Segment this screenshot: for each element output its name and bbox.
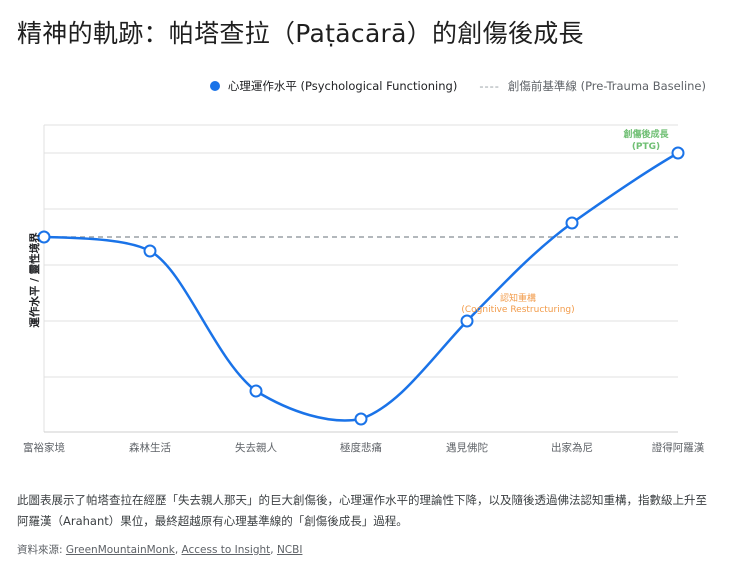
source-prefix: 資料來源:	[17, 544, 66, 556]
point-4[interactable]	[460, 314, 474, 328]
x-label: 失去親人	[235, 441, 277, 454]
separator: ,	[174, 544, 182, 556]
x-label: 森林生活	[129, 441, 171, 454]
point-0[interactable]	[37, 230, 51, 244]
chart-title: 精神的軌跡：帕塔查拉（Paṭācārā）的創傷後成長	[17, 19, 584, 48]
annotation-ptg-sub: (PTG)	[632, 142, 660, 152]
point-2[interactable]	[249, 384, 263, 398]
separator: ,	[270, 544, 277, 556]
x-label: 遇見佛陀	[446, 441, 488, 454]
chart-description: 此圖表展示了帕塔查拉在經歷「失去親人那天」的巨大創傷後，心理運作水平的理論性下降…	[17, 493, 707, 528]
x-axis-labels: 富裕家境 森林生活 失去親人 極度悲痛 遇見佛陀 出家為尼 證得阿羅漢	[23, 441, 705, 454]
y-axis-label: 運作水平 / 靈性境界	[28, 232, 41, 328]
annotation-cognitive: 認知重構	[500, 292, 536, 304]
x-label: 證得阿羅漢	[652, 441, 705, 454]
x-label: 極度悲痛	[340, 441, 382, 454]
data-points	[37, 146, 685, 426]
annotation-ptg: 創傷後成長	[622, 128, 669, 140]
line-chart: 認知重構 (Cognitive Restructuring) 創傷後成長 (PT…	[23, 124, 705, 454]
point-6[interactable]	[671, 146, 685, 160]
legend: 心理運作水平 (Psychological Functioning) ---- …	[209, 78, 706, 94]
annotation-cognitive-sub: (Cognitive Restructuring)	[461, 305, 574, 315]
point-1[interactable]	[143, 244, 157, 258]
gridlines	[43, 124, 678, 432]
x-label: 出家為尼	[551, 441, 593, 454]
source-link-ncbi[interactable]: NCBI	[276, 544, 303, 556]
source-link-greenmountainmonk[interactable]: GreenMountainMonk	[65, 544, 175, 556]
point-3[interactable]	[354, 412, 368, 426]
legend-dash-icon: ----	[479, 79, 500, 93]
source-line: 資料來源: GreenMountainMonk, Access to Insig…	[17, 542, 302, 557]
legend-series-label[interactable]: 心理運作水平 (Psychological Functioning)	[227, 79, 458, 93]
functioning-line	[43, 151, 679, 422]
point-5[interactable]	[565, 216, 579, 230]
series-dot-icon	[209, 81, 220, 91]
legend-baseline-label[interactable]: 創傷前基準線 (Pre-Trauma Baseline)	[507, 79, 706, 93]
source-link-access-to-insight[interactable]: Access to Insight	[181, 544, 271, 556]
x-label: 富裕家境	[23, 441, 65, 454]
